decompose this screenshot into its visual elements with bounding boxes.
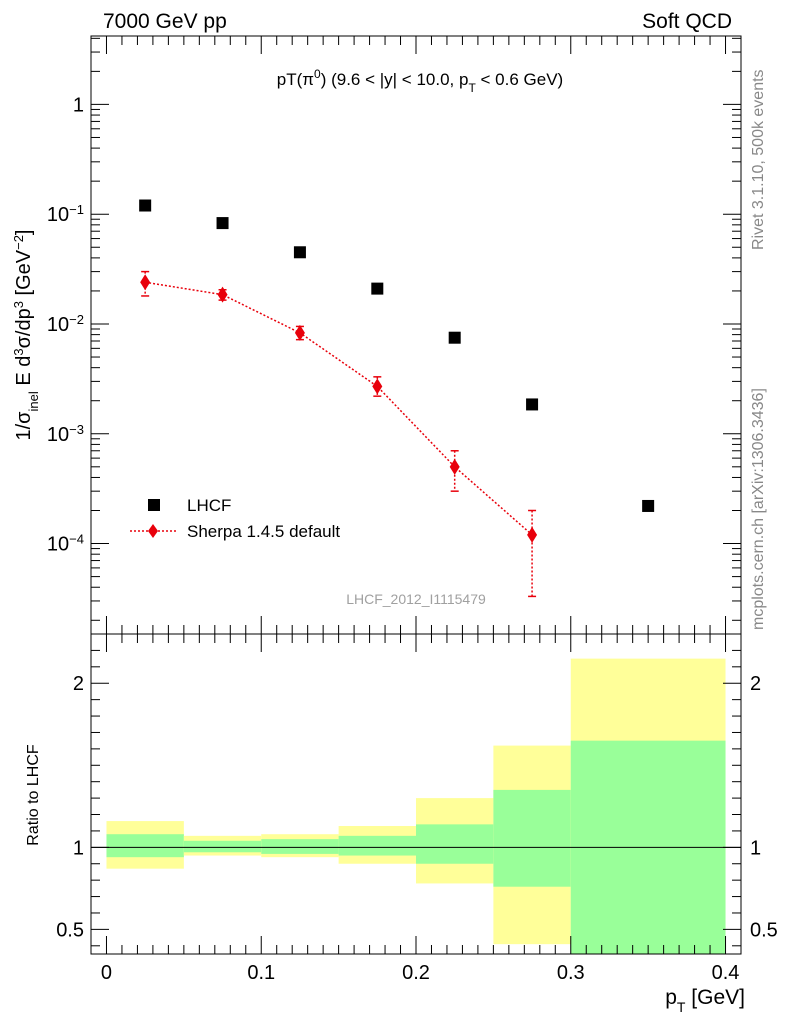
legend-marker-sherpa <box>148 524 158 538</box>
legend-label-lhcf: LHCF <box>187 496 231 515</box>
ratio-y-tick-label: 0.5 <box>56 919 84 941</box>
x-tick-label: 0.4 <box>712 962 740 984</box>
ratio-x-axis-label: pT [GeV] <box>665 986 745 1015</box>
main-plot-frame <box>90 35 742 635</box>
analysis-watermark: LHCF_2012_I1115479 <box>346 591 486 607</box>
main-plot-title: pT(π0) (9.6 < |y| < 10.0, pT < 0.6 GeV) <box>277 67 563 95</box>
sherpa-data-point <box>527 526 538 543</box>
ratio-panel: 0.5 0.5 1 1 2 2 0 0.1 0.2 0.3 0.4 Ratio to LHCF pT… <box>25 633 778 1015</box>
y-tick-label: 10−2 <box>47 311 84 336</box>
x-tick-label: 0.2 <box>402 962 430 984</box>
sherpa-line <box>145 281 533 536</box>
sherpa-data-point <box>449 458 460 475</box>
main-panel: pT(π0) (9.6 < |y| < 10.0, pT < 0.6 GeV) … <box>11 35 742 635</box>
mcplots-credit-label: mcplots.cern.ch [arXiv:1306.3436] <box>750 388 767 630</box>
ratio-inner-band <box>183 840 262 853</box>
lhcf-data-point <box>526 398 539 411</box>
legend: LHCF Sherpa 1.4.5 default <box>130 496 340 541</box>
sherpa-data-point <box>140 274 151 291</box>
x-tick-label: 0 <box>101 962 112 984</box>
ratio-y-tick-label: 2 <box>73 673 84 695</box>
lhcf-data-point <box>293 246 306 259</box>
ratio-y-tick-label-right: 0.5 <box>750 919 778 941</box>
header-left-label: 7000 GeV pp <box>103 10 227 33</box>
ratio-y-tick-label: 1 <box>73 837 84 859</box>
rivet-version-label: Rivet 3.1.10, 500k events <box>750 69 767 250</box>
y-tick-label: 10−3 <box>47 421 84 446</box>
legend-label-sherpa: Sherpa 1.4.5 default <box>187 522 340 541</box>
ratio-inner-band <box>261 839 339 854</box>
main-y-axis-label: 1/σinel E d3σ/dp3 [GeV−2] <box>11 229 41 440</box>
lhcf-data-point <box>216 217 229 230</box>
lhcf-data-point <box>642 499 655 512</box>
sherpa-data-point <box>294 324 305 341</box>
sherpa-data-point <box>217 286 228 303</box>
ratio-inner-band <box>106 834 184 858</box>
ratio-y-tick-label-right: 1 <box>750 837 761 859</box>
ratio-inner-band <box>338 835 416 856</box>
sherpa-data-point <box>372 378 383 395</box>
lhcf-data-point <box>448 331 461 344</box>
ratio-y-axis-label: Ratio to LHCF <box>25 744 42 846</box>
y-tick-label: 10−1 <box>47 202 84 227</box>
ratio-y-tick-label-right: 2 <box>750 673 761 695</box>
legend-marker-lhcf <box>148 499 160 511</box>
header-right-label: Soft QCD <box>642 10 732 33</box>
ratio-inner-band <box>493 789 571 887</box>
x-tick-label: 0.3 <box>557 962 585 984</box>
x-tick-label: 0.1 <box>247 962 275 984</box>
ratio-inner-band <box>416 824 494 864</box>
y-tick-label: 10−4 <box>47 531 84 556</box>
lhcf-data-point <box>371 282 384 295</box>
lhcf-data-point <box>139 199 152 212</box>
y-tick-label: 1 <box>73 94 84 116</box>
